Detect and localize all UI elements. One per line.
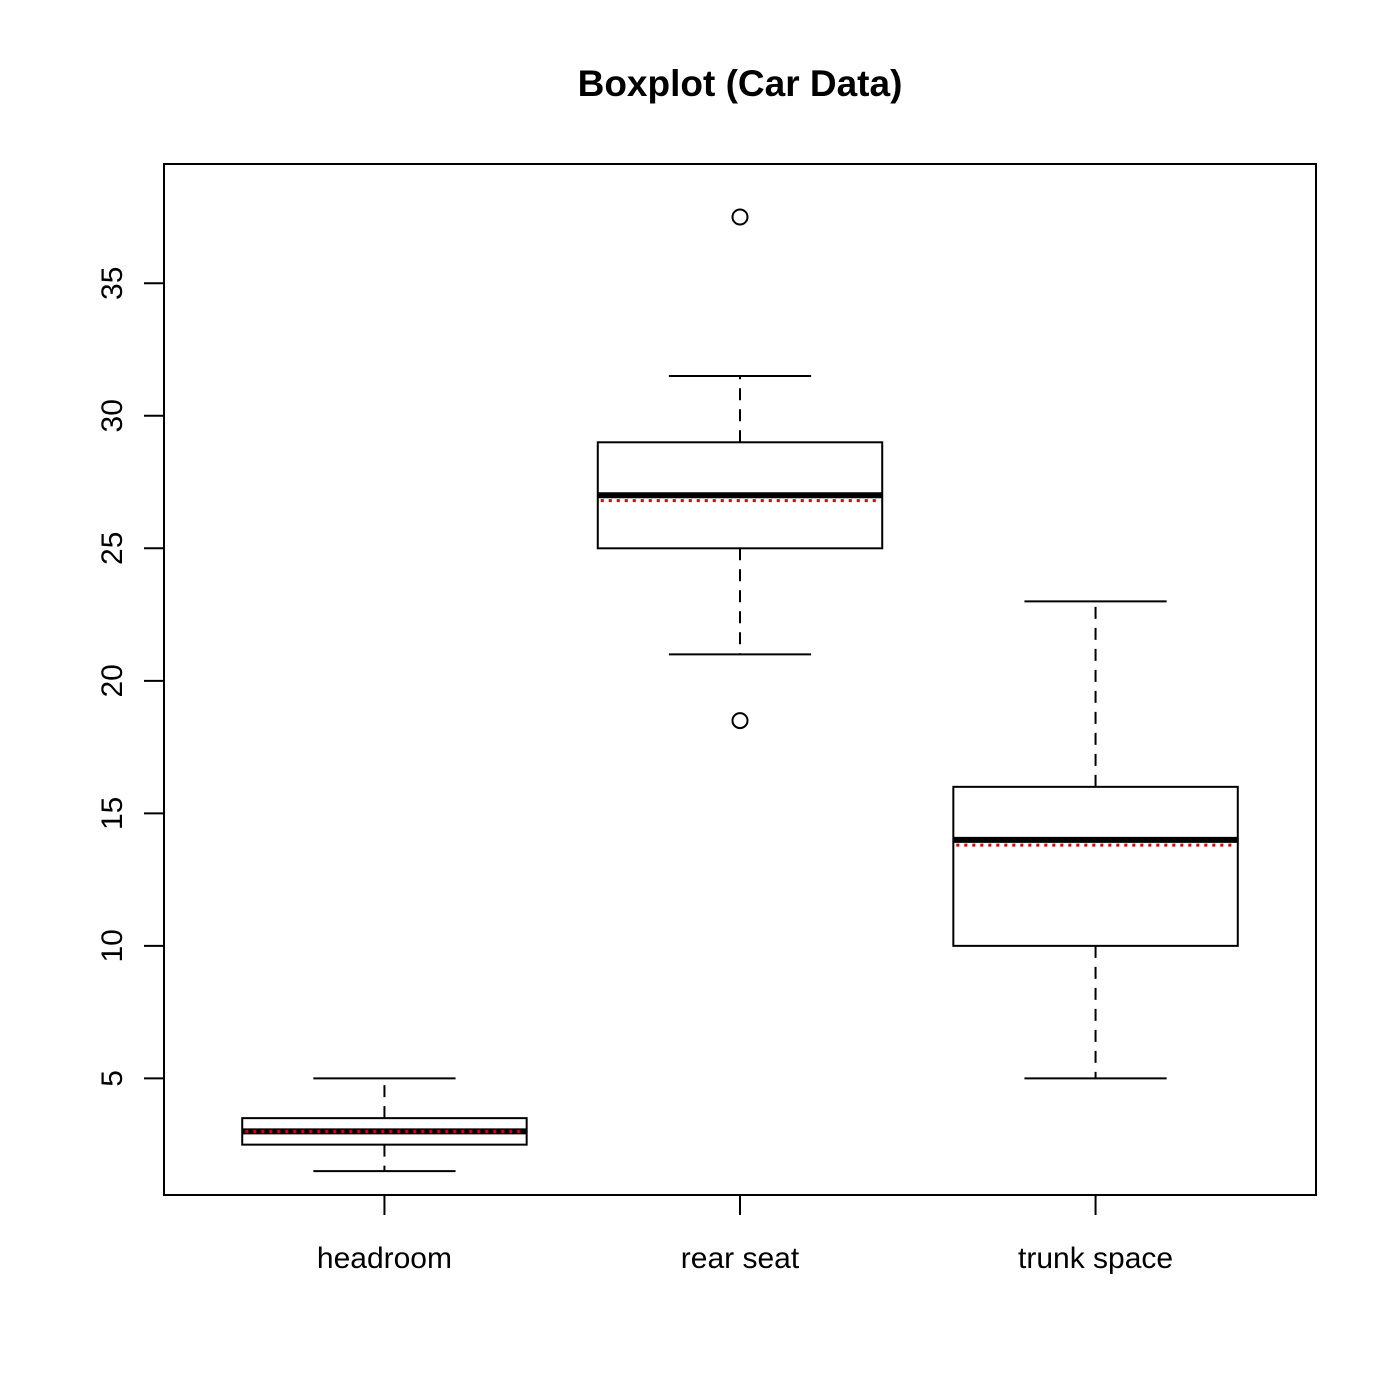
y-tick-label: 25 [96, 532, 129, 565]
x-tick-label: trunk space [1018, 1242, 1173, 1275]
x-tick-label: headroom [317, 1242, 452, 1275]
x-axis: headroom rear seat trunk space [317, 1195, 1173, 1275]
outlier-point [731, 712, 749, 730]
chart-title: Boxplot (Car Data) [578, 63, 903, 104]
y-tick-label: 20 [96, 664, 129, 697]
y-tick-label: 30 [96, 399, 129, 432]
box-group [952, 600, 1239, 1080]
x-tick-label: rear seat [681, 1242, 800, 1275]
y-tick-label: 15 [96, 797, 129, 830]
box [952, 785, 1239, 947]
outlier-point [731, 208, 749, 226]
y-tick-label: 35 [96, 267, 129, 300]
y-tick-label: 10 [96, 929, 129, 962]
y-axis: 5 10 15 20 25 30 35 [96, 267, 164, 1087]
box-group [241, 1077, 528, 1173]
y-tick-label: 5 [96, 1070, 129, 1087]
box-group [596, 208, 884, 730]
boxes [241, 208, 1239, 1173]
plot-frame [163, 163, 1317, 1196]
